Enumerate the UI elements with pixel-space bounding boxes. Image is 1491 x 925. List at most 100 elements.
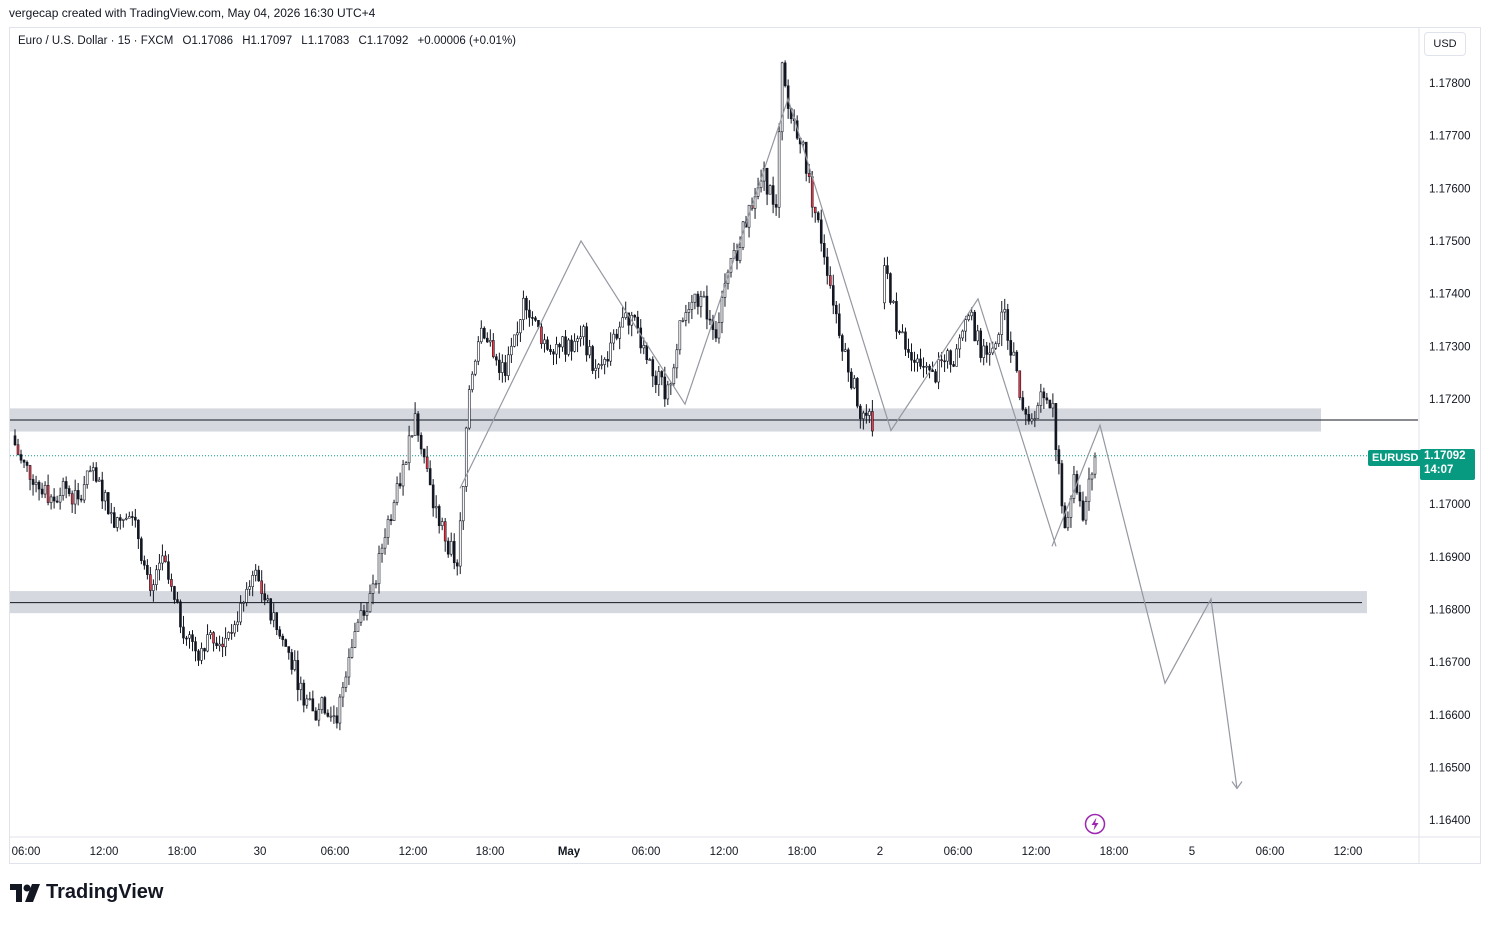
candle-body	[254, 569, 257, 576]
candle-body	[627, 312, 631, 326]
candle-body	[702, 295, 706, 298]
candle-body	[413, 413, 417, 436]
candle-body	[1072, 474, 1076, 499]
candle-body	[416, 413, 420, 436]
candle-body	[239, 603, 242, 623]
candle-body	[528, 309, 531, 318]
candle-body	[699, 296, 703, 307]
candle-body	[230, 632, 233, 634]
lightning-icon[interactable]	[1084, 813, 1106, 835]
candle-body	[428, 468, 432, 486]
candle-body	[368, 593, 372, 613]
candle-body	[458, 520, 462, 567]
candle-body	[461, 486, 465, 522]
candle-body	[73, 490, 77, 505]
candle-body	[200, 648, 203, 661]
candle-body	[431, 484, 435, 509]
candle-body	[106, 492, 110, 515]
candle-body	[49, 496, 53, 503]
candle-body	[452, 541, 456, 564]
candle-body	[922, 366, 925, 368]
candle-body	[362, 610, 366, 616]
candle-body	[401, 464, 405, 487]
projection-path[interactable]	[1051, 423, 1238, 789]
candle-body	[122, 518, 125, 521]
candle-body	[825, 256, 829, 276]
candle-body	[807, 173, 811, 177]
candle-body	[952, 364, 955, 367]
candle-body	[164, 555, 167, 563]
candle-body	[374, 583, 378, 585]
candle-body	[323, 697, 327, 714]
candle-body	[251, 575, 254, 587]
candle-body	[1030, 418, 1034, 422]
candle-body	[813, 206, 817, 214]
time-axis-label: 06:00	[321, 846, 350, 858]
time-axis-label: 12:00	[399, 846, 428, 858]
sr-zone[interactable]	[10, 591, 1367, 614]
candle-body	[579, 336, 582, 340]
candle-body	[681, 320, 685, 322]
candle-body	[642, 345, 646, 349]
candle-body	[946, 350, 949, 362]
time-axis-label: 2	[877, 846, 883, 858]
candle-body	[19, 454, 23, 461]
candle-body	[248, 586, 251, 590]
candle-body	[34, 481, 38, 485]
price-axis-label: 1.16900	[1429, 552, 1471, 564]
candle-body	[837, 313, 841, 336]
tradingview-logo[interactable]: TradingView	[10, 881, 163, 904]
candle-body	[218, 643, 221, 647]
candle-body	[82, 484, 86, 501]
candle-body	[100, 479, 104, 502]
legend-symbol[interactable]: Euro / U.S. Dollar · 15 · FXCM	[18, 35, 174, 47]
candle-body	[546, 339, 549, 350]
candle-body	[988, 352, 992, 355]
candle-body	[834, 304, 838, 315]
candle-body	[149, 574, 152, 591]
candle-body	[633, 314, 637, 318]
candle-body	[904, 331, 907, 350]
candle-body	[594, 367, 597, 371]
candle-body	[1093, 456, 1097, 475]
time-axis-label: 12:00	[1022, 846, 1051, 858]
candle-body	[892, 301, 895, 303]
zigzag-drawing[interactable]	[459, 96, 1057, 547]
candle-body	[645, 345, 649, 361]
candle-body	[221, 643, 224, 648]
candle-body	[13, 435, 17, 446]
currency-button[interactable]: USD	[1424, 32, 1466, 56]
candle-body	[1024, 409, 1028, 415]
candle-body	[510, 345, 513, 356]
candle-body	[161, 555, 164, 564]
candle-body	[621, 317, 624, 328]
candle-body	[236, 621, 239, 626]
chart-frame[interactable]	[9, 27, 1481, 864]
candle-body	[591, 346, 594, 371]
candle-body	[1081, 500, 1085, 521]
bar-countdown: 14:07	[1424, 464, 1454, 476]
candle-body	[847, 349, 850, 373]
candle-body	[272, 612, 276, 621]
candle-body	[871, 411, 874, 432]
candle-body	[155, 569, 158, 585]
candle-body	[67, 488, 71, 494]
candle-body	[771, 185, 775, 205]
candle-body	[473, 360, 477, 375]
candle-body	[40, 488, 44, 495]
last-price-tag: 1.17092 14:07	[1420, 449, 1475, 480]
candle-body	[109, 512, 113, 515]
candle-body	[609, 342, 612, 362]
candle-body	[639, 327, 643, 349]
candle-body	[344, 676, 348, 688]
candle-body	[407, 435, 411, 464]
candle-body	[137, 519, 140, 540]
candle-body	[705, 295, 709, 320]
candle-body	[353, 631, 357, 648]
candle-body	[143, 560, 146, 566]
candle-body	[1012, 351, 1016, 356]
candle-body	[654, 375, 658, 385]
candle-body	[768, 185, 772, 195]
candle-body	[856, 378, 859, 407]
